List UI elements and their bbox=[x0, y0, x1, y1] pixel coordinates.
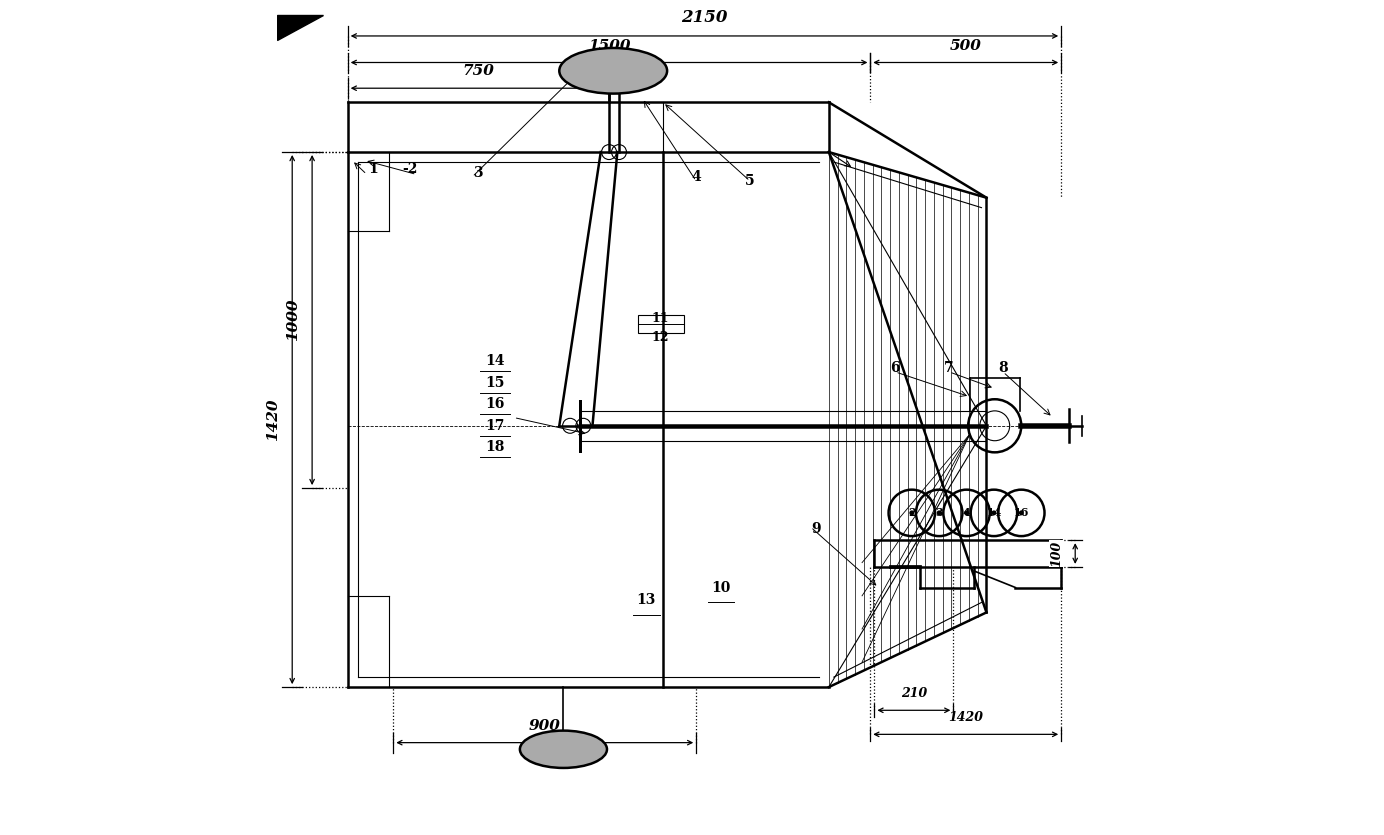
Text: 500: 500 bbox=[949, 38, 981, 53]
Polygon shape bbox=[277, 15, 322, 40]
Text: 100: 100 bbox=[1049, 540, 1063, 567]
Text: 2: 2 bbox=[908, 508, 916, 519]
Text: 1000: 1000 bbox=[285, 299, 300, 342]
Circle shape bbox=[909, 510, 915, 515]
Circle shape bbox=[991, 510, 996, 515]
Text: 14: 14 bbox=[484, 354, 504, 368]
Text: 14: 14 bbox=[987, 508, 1002, 519]
Ellipse shape bbox=[559, 48, 667, 94]
Text: 1: 1 bbox=[368, 162, 378, 175]
Text: 9: 9 bbox=[811, 523, 821, 536]
Text: 6: 6 bbox=[890, 361, 900, 375]
Text: 1420: 1420 bbox=[948, 711, 983, 725]
Text: 18: 18 bbox=[484, 440, 504, 454]
Text: 8: 8 bbox=[998, 361, 1008, 375]
Text: 16: 16 bbox=[1013, 508, 1028, 519]
Text: 7: 7 bbox=[944, 361, 954, 375]
Text: 900: 900 bbox=[529, 719, 561, 732]
Text: 3: 3 bbox=[473, 166, 483, 180]
Circle shape bbox=[1019, 510, 1024, 515]
Bar bbox=[638, 315, 684, 333]
Circle shape bbox=[965, 510, 969, 515]
Text: 3: 3 bbox=[936, 508, 943, 519]
Text: 4: 4 bbox=[691, 170, 702, 184]
Text: 13: 13 bbox=[637, 593, 656, 607]
Text: 750: 750 bbox=[462, 64, 494, 78]
Text: 1500: 1500 bbox=[588, 38, 630, 53]
Text: 5: 5 bbox=[745, 175, 754, 188]
Text: 210: 210 bbox=[901, 687, 927, 701]
Ellipse shape bbox=[520, 731, 608, 768]
Text: 10: 10 bbox=[711, 580, 731, 595]
Text: -2: -2 bbox=[403, 162, 418, 175]
Text: 2150: 2150 bbox=[681, 9, 728, 26]
Text: 12: 12 bbox=[652, 331, 670, 344]
Text: 4: 4 bbox=[963, 508, 970, 519]
Text: 11: 11 bbox=[652, 312, 670, 326]
Circle shape bbox=[937, 510, 941, 515]
Text: 16: 16 bbox=[484, 397, 504, 411]
Text: 17: 17 bbox=[484, 419, 504, 433]
Text: 15: 15 bbox=[484, 376, 504, 390]
Text: 1420: 1420 bbox=[266, 398, 280, 441]
